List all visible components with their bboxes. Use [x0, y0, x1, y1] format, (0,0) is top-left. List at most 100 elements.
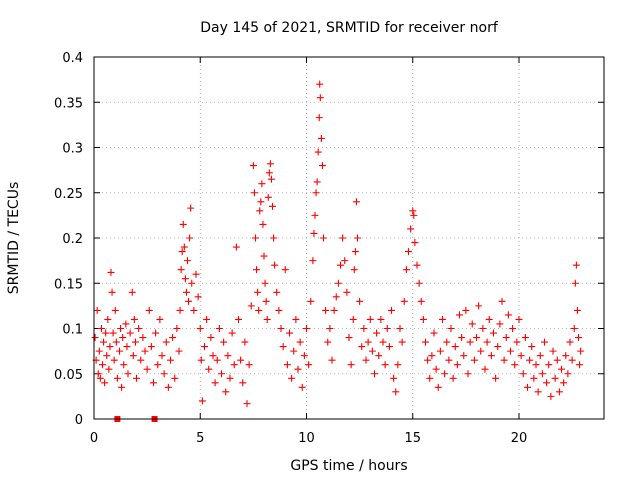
data-point [568, 356, 576, 364]
data-point [515, 315, 523, 323]
data-point [181, 275, 189, 283]
data-point [209, 352, 217, 360]
data-point [385, 343, 393, 351]
data-point [143, 365, 151, 373]
data-point [201, 343, 208, 351]
data-point [536, 352, 544, 360]
data-point [479, 325, 487, 332]
data-point [358, 343, 366, 351]
data-point [426, 374, 434, 382]
data-point [441, 370, 449, 378]
data-point [311, 211, 319, 219]
data-point [198, 397, 206, 405]
data-point [339, 234, 347, 242]
data-point [235, 315, 242, 323]
axis-ticks: 0 0.05 0.1 0.15 0.2 0.25 0.3 0.35 0.4 0 5 10 15 20 [54, 51, 604, 446]
x-tick-label: 5 [196, 431, 204, 446]
data-point [521, 334, 529, 342]
data-point [94, 370, 102, 378]
data-point [167, 356, 174, 364]
data-point [498, 297, 506, 305]
data-point [101, 379, 109, 387]
data-point [239, 379, 247, 387]
data-point [428, 352, 436, 360]
data-point [396, 325, 404, 332]
data-point [108, 288, 116, 296]
data-point [402, 266, 410, 274]
data-point [383, 325, 391, 332]
data-point [564, 370, 572, 378]
data-point [255, 306, 263, 314]
data-point [262, 297, 270, 305]
data-point [179, 220, 187, 228]
data-point [182, 288, 190, 296]
data-point [424, 356, 432, 364]
x-tick-label: 15 [404, 431, 421, 446]
data-point [194, 293, 202, 301]
data-point [447, 325, 455, 332]
data-point [316, 94, 324, 102]
data-point [318, 162, 326, 170]
data-point [95, 347, 103, 355]
data-point [571, 279, 579, 287]
data-point [470, 356, 478, 364]
data-point [150, 379, 157, 387]
data-point [475, 302, 483, 310]
data-point [490, 329, 497, 337]
data-point [137, 356, 145, 364]
data-point [126, 329, 134, 337]
data-point [91, 334, 99, 342]
data-point [111, 306, 119, 314]
data-point [354, 234, 361, 242]
data-point [275, 306, 283, 314]
data-point [112, 338, 120, 346]
data-point [207, 334, 215, 342]
data-point [205, 365, 213, 373]
data-point [351, 248, 359, 256]
data-point [99, 361, 106, 369]
data-point [394, 361, 402, 369]
data-point [277, 325, 285, 332]
data-point [258, 180, 266, 188]
data-point [118, 383, 126, 391]
data-point [379, 338, 387, 346]
data-point [224, 352, 232, 360]
data-point [526, 356, 534, 364]
data-point [252, 234, 259, 242]
data-point [263, 315, 271, 323]
data-point [419, 315, 427, 323]
data-point [316, 80, 324, 88]
data-point [466, 338, 474, 346]
data-point [519, 370, 527, 378]
data-point [422, 338, 429, 346]
data-point [337, 261, 344, 269]
data-point [460, 352, 468, 360]
x-tick-label: 0 [90, 431, 98, 446]
data-point [158, 352, 166, 360]
data-point [347, 361, 355, 369]
data-point [226, 374, 234, 382]
data-point [117, 325, 125, 332]
data-point [267, 175, 275, 183]
data-point [133, 374, 140, 382]
data-point [434, 383, 442, 391]
data-point [259, 220, 267, 228]
data-point [451, 343, 459, 351]
data-point [332, 293, 340, 301]
plot-frame [93, 56, 605, 420]
data-point [261, 279, 269, 287]
data-point [305, 361, 313, 369]
data-point [381, 361, 389, 369]
data-point [154, 361, 162, 369]
data-point [173, 325, 181, 332]
data-point [485, 315, 493, 323]
data-point [524, 383, 531, 391]
data-point [292, 315, 300, 323]
data-point [270, 234, 278, 242]
data-point [388, 306, 395, 314]
data-point [130, 315, 138, 323]
data-point [93, 306, 101, 314]
data-point [211, 379, 219, 387]
data-point [436, 347, 444, 355]
data-point [555, 388, 563, 396]
